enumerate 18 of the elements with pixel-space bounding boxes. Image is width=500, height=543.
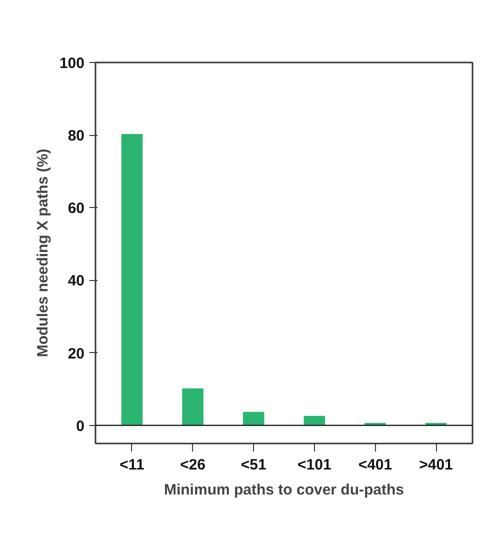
x-tick-label: <401 [358, 456, 392, 474]
y-axis-title: Modules needing X paths (%) [34, 148, 52, 358]
y-tick-label: 40 [68, 272, 85, 290]
x-tick-label: <101 [298, 456, 332, 474]
y-tick-label: 60 [68, 200, 85, 218]
bar [182, 388, 204, 426]
bar [242, 412, 264, 426]
y-tick-label: 0 [76, 418, 84, 435]
x-tick-label: <51 [240, 456, 266, 474]
bar [304, 416, 326, 426]
y-tick-label: 20 [68, 345, 85, 362]
x-axis-title: Minimum paths to cover du-paths [164, 482, 404, 498]
y-tick-label: 80 [68, 128, 85, 145]
y-tick-label: 100 [59, 55, 85, 72]
x-tick-label: >401 [419, 456, 453, 474]
x-tick-label: <26 [180, 456, 206, 474]
bar [121, 134, 143, 426]
x-tick-label: <11 [120, 456, 144, 474]
